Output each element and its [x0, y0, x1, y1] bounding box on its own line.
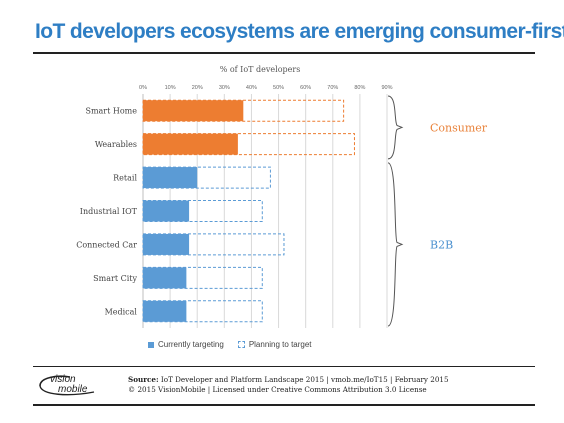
x-tick-label: 70%	[327, 85, 338, 91]
bar-current	[143, 167, 198, 189]
x-tick-label: 20%	[192, 85, 203, 91]
category-label: Industrial IOT	[80, 207, 138, 216]
legend-swatch-dashed	[237, 341, 245, 348]
source-line: Source: IoT Developer and Platform Lands…	[128, 375, 449, 385]
group-label: B2B	[430, 238, 453, 251]
visionmobile-logo: vision mobile	[38, 374, 100, 398]
category-label: Smart Home	[85, 107, 137, 116]
category-label: Smart City	[93, 274, 137, 283]
logo-text-bottom: mobile	[58, 384, 88, 395]
x-tick-label: 0%	[139, 85, 147, 91]
source-label: Source:	[128, 375, 159, 384]
x-tick-label: 30%	[219, 85, 230, 91]
category-label: Medical	[105, 307, 138, 316]
x-tick-label: 50%	[273, 85, 284, 91]
legend-label-planning: Planning to target	[248, 340, 312, 349]
group-brace	[387, 95, 404, 160]
bar-current	[143, 133, 238, 155]
page-title: IoT developers ecosystems are emerging c…	[35, 20, 564, 43]
category-label: Wearables	[95, 140, 137, 149]
source-text: IoT Developer and Platform Landscape 201…	[160, 375, 449, 384]
x-tick-label: 40%	[246, 85, 257, 91]
x-tick-label: 10%	[165, 85, 176, 91]
x-tick-label: 90%	[381, 85, 392, 91]
x-tick-label: 60%	[300, 85, 311, 91]
bar-current	[143, 200, 190, 222]
legend-item-current: Currently targeting	[148, 340, 224, 349]
group-brace	[387, 162, 404, 327]
title-divider	[33, 52, 535, 54]
x-axis-title: % of IoT developers	[219, 65, 301, 74]
group-label: Consumer	[430, 121, 488, 134]
logo-swoosh-icon	[39, 375, 95, 396]
category-label: Retail	[113, 174, 137, 183]
category-label: Connected Car	[76, 240, 137, 249]
legend-label-current: Currently targeting	[158, 340, 224, 349]
legend-swatch-solid	[148, 341, 154, 348]
bar-current	[143, 233, 190, 255]
logo-text-top: vision	[50, 374, 76, 385]
x-tick-label: 80%	[354, 85, 365, 91]
bar-planning	[142, 233, 285, 256]
legend-item-planning: Planning to target	[237, 340, 312, 349]
bar-current	[143, 300, 187, 322]
chart-legend: Currently targeting Planning to target	[148, 340, 312, 349]
bar-current	[143, 267, 187, 289]
license-line: © 2015 VisionMobile | Licensed under Cre…	[128, 385, 427, 394]
source-note: Source: IoT Developer and Platform Lands…	[128, 375, 449, 395]
footer-divider	[33, 366, 535, 367]
bar-current	[143, 100, 244, 122]
footer-bottom-rule	[33, 404, 535, 406]
bar-planning	[142, 133, 355, 156]
